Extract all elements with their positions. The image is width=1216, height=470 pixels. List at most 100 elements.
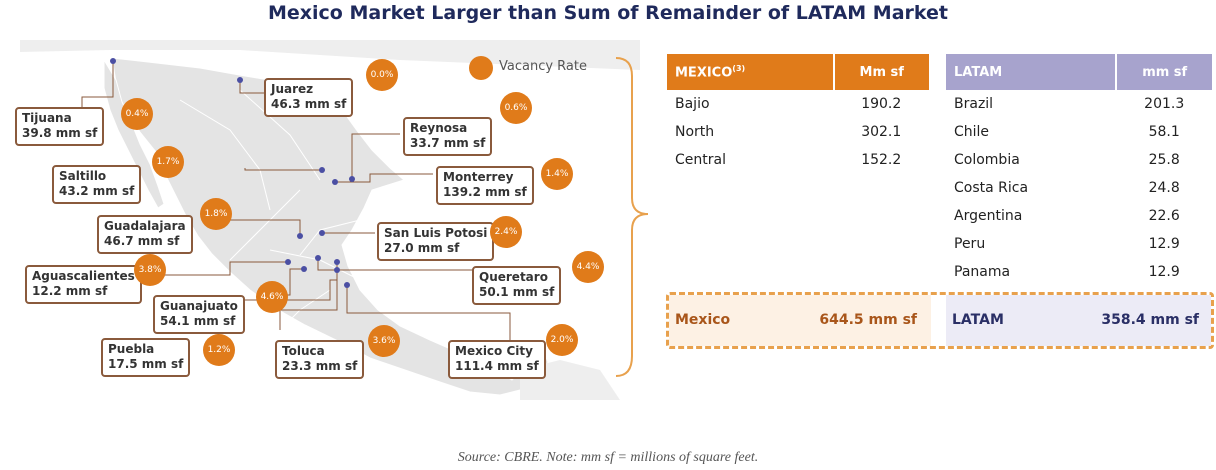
vacancy-badge-monterrey: 1.4%: [541, 158, 573, 190]
market-name: Monterrey: [443, 170, 514, 184]
value-cell: 24.8: [1148, 180, 1180, 196]
table-row: Peru 12.9: [946, 230, 1212, 258]
country-cell: Panama: [954, 264, 1011, 280]
value-cell: 12.9: [1148, 236, 1180, 252]
vacancy-badge-queretaro: 4.4%: [572, 251, 604, 283]
table-row: Central 152.2: [667, 146, 929, 174]
latam-table: LATAM mm sf Brazil 201.3 Chile 58.1 Colo…: [946, 54, 1212, 286]
vacancy-badge-saltillo: 1.7%: [152, 146, 184, 178]
source-note: Source: CBRE. Note: mm sf = millions of …: [457, 450, 759, 465]
country-cell: Costa Rica: [954, 180, 1029, 196]
vacancy-legend-label: Vacancy Rate: [499, 59, 587, 74]
table-row: Argentina 22.6: [946, 202, 1212, 230]
state-borders: [179, 89, 361, 331]
market-name: Juarez: [271, 82, 314, 96]
callout-juarez[interactable]: Juarez 46.3 mm sf: [264, 78, 354, 117]
mexico-map: Vacancy Rate Tijuana 39.8 mm sf 0.4% Jua…: [0, 40, 640, 400]
vacancy-badge-guanajuato: 4.6%: [256, 281, 288, 313]
market-size: 12.2 mm sf: [32, 284, 108, 298]
marker-guanajuato: [301, 266, 307, 272]
vacancy-badge-puebla: 1.2%: [203, 334, 235, 366]
callout-san-luis-potosi[interactable]: San Luis Potosi 27.0 mm sf: [377, 222, 495, 261]
market-size: 27.0 mm sf: [384, 241, 460, 255]
market-size: 39.8 mm sf: [22, 126, 98, 140]
market-name: Puebla: [108, 342, 155, 356]
latam-table-header: LATAM mm sf: [946, 54, 1212, 90]
callout-tijuana[interactable]: Tijuana 39.8 mm sf: [15, 107, 105, 146]
mexico-table: MEXICO(3) Mm sf Bajio 190.2 North 302.1 …: [667, 54, 929, 174]
marker-monterrey: [332, 179, 338, 185]
marker-tijuana: [110, 58, 116, 64]
marker-saltillo: [319, 167, 325, 173]
region-cell: Central: [675, 152, 726, 168]
table-row: Chile 58.1: [946, 118, 1212, 146]
country-cell: Brazil: [954, 96, 994, 112]
marker-reynosa: [349, 176, 355, 182]
mexico-total: Mexico 644.5 mm sf: [669, 295, 931, 346]
market-name: Saltillo: [59, 169, 107, 183]
table-row: Colombia 25.8: [946, 146, 1212, 174]
callout-guanajuato[interactable]: Guanajuato 54.1 mm sf: [153, 295, 245, 334]
vacancy-badge-toluca: 3.6%: [368, 325, 400, 357]
callout-puebla[interactable]: Puebla 17.5 mm sf: [101, 338, 191, 377]
market-size: 111.4 mm sf: [455, 359, 539, 373]
value-cell: 22.6: [1148, 208, 1180, 224]
callout-toluca[interactable]: Toluca 23.3 mm sf: [275, 340, 365, 379]
mexico-header-unit: Mm sf: [832, 54, 929, 90]
market-name: Reynosa: [410, 121, 468, 135]
vacancy-legend-icon: [469, 56, 493, 80]
market-size: 33.7 mm sf: [410, 136, 486, 150]
mexico-table-header: MEXICO(3) Mm sf: [667, 54, 929, 90]
value-cell: 190.2: [861, 96, 902, 112]
marker-guadalajara: [297, 233, 303, 239]
latam-header-region: LATAM: [946, 54, 1117, 90]
vacancy-badge-tijuana: 0.4%: [121, 98, 153, 130]
market-name: Queretaro: [479, 270, 548, 284]
market-name: Mexico City: [455, 344, 533, 358]
page-title: Mexico Market Larger than Sum of Remaind…: [267, 2, 949, 24]
market-name: Guadalajara: [104, 219, 186, 233]
market-name: Aguascalientes: [32, 269, 135, 283]
value-cell: 12.9: [1148, 264, 1180, 280]
table-row: Bajio 190.2: [667, 90, 929, 118]
market-size: 139.2 mm sf: [443, 185, 527, 199]
value-cell: 152.2: [861, 152, 902, 168]
marker-slp: [319, 230, 325, 236]
callout-reynosa[interactable]: Reynosa 33.7 mm sf: [403, 117, 493, 156]
country-cell: Chile: [954, 124, 990, 140]
marker-puebla: [334, 259, 340, 265]
market-name: Guanajuato: [160, 299, 238, 313]
country-cell: Peru: [954, 236, 986, 252]
mexico-total-value: 644.5 mm sf: [819, 312, 917, 328]
vacancy-badge-reynosa: 0.6%: [500, 92, 532, 124]
totals-dashed-frame: [666, 292, 1214, 349]
callout-queretaro[interactable]: Queretaro 50.1 mm sf: [472, 266, 562, 305]
callout-monterrey[interactable]: Monterrey 139.2 mm sf: [436, 166, 534, 205]
latam-total-value: 358.4 mm sf: [1101, 312, 1199, 328]
market-size: 50.1 mm sf: [479, 285, 555, 299]
marker-juarez: [237, 77, 243, 83]
mexico-total-label: Mexico: [675, 312, 731, 328]
latam-total-label: LATAM: [952, 312, 1004, 328]
market-name: San Luis Potosi: [384, 226, 488, 240]
market-name: Toluca: [282, 344, 325, 358]
value-cell: 58.1: [1148, 124, 1180, 140]
vacancy-badge-guadalajara: 1.8%: [200, 198, 232, 230]
value-cell: 302.1: [861, 124, 902, 140]
marker-aguascalientes: [285, 259, 291, 265]
marker-mexico-city: [344, 282, 350, 288]
marker-queretaro: [315, 255, 321, 261]
callout-mexico-city[interactable]: Mexico City 111.4 mm sf: [448, 340, 546, 379]
country-cell: Colombia: [954, 152, 1020, 168]
callout-saltillo[interactable]: Saltillo 43.2 mm sf: [52, 165, 142, 204]
callout-guadalajara[interactable]: Guadalajara 46.7 mm sf: [97, 215, 193, 254]
vacancy-badge-san-luis-potosi: 2.4%: [490, 216, 522, 248]
marker-toluca: [334, 267, 340, 273]
city-markers: [110, 58, 355, 288]
table-row: Costa Rica 24.8: [946, 174, 1212, 202]
market-size: 46.3 mm sf: [271, 97, 347, 111]
region-cell: Bajio: [675, 96, 710, 112]
brace-icon: [615, 57, 649, 377]
table-row: Panama 12.9: [946, 258, 1212, 286]
callout-aguascalientes[interactable]: Aguascalientes 12.2 mm sf: [25, 265, 142, 304]
